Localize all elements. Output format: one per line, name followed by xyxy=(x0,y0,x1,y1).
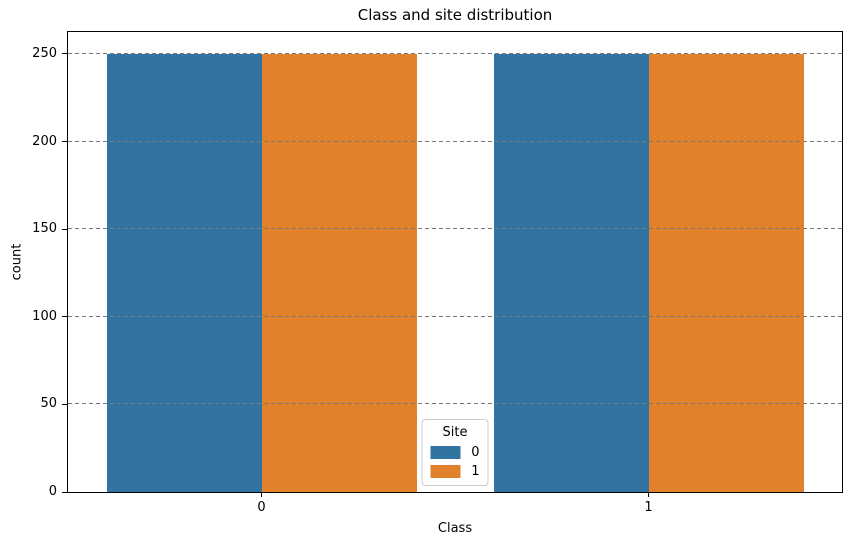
chart-title: Class and site distribution xyxy=(357,6,553,24)
bar-class1-site1 xyxy=(648,53,804,492)
legend-label-site-0: 0 xyxy=(471,445,480,460)
x-tick-label-0: 0 xyxy=(257,500,266,515)
y-tick-label-100: 100 xyxy=(32,308,57,324)
y-tick-label-50: 50 xyxy=(40,396,57,412)
legend-entry-site-1: 1 xyxy=(430,464,480,479)
x-axis-label: Class xyxy=(437,521,473,536)
legend-swatch-site-1 xyxy=(430,465,461,478)
y-tick-mark-100 xyxy=(62,316,67,318)
y-tick-mark-200 xyxy=(62,141,67,143)
bar-class0-site1 xyxy=(261,53,417,492)
gridline-y-250 xyxy=(68,52,842,54)
y-tick-mark-0 xyxy=(62,491,67,493)
bar-class1-site0 xyxy=(493,53,649,492)
y-tick-mark-50 xyxy=(62,403,67,405)
legend-title: Site xyxy=(442,425,468,440)
y-tick-label-250: 250 xyxy=(32,45,57,61)
gridline-y-200 xyxy=(68,140,842,142)
bar-class0-site0 xyxy=(106,53,262,492)
y-tick-mark-150 xyxy=(62,228,67,230)
legend-entry-site-0: 0 xyxy=(430,445,480,460)
gridline-y-100 xyxy=(68,315,842,317)
gridline-y-50 xyxy=(68,403,842,405)
gridline-y-150 xyxy=(68,228,842,230)
y-tick-label-150: 150 xyxy=(32,221,57,237)
legend-swatch-site-0 xyxy=(430,446,461,459)
y-axis-label: count xyxy=(9,243,25,281)
y-tick-mark-250 xyxy=(62,53,67,55)
legend-label-site-1: 1 xyxy=(471,464,480,479)
x-tick-mark-1 xyxy=(648,493,649,497)
x-tick-label-1: 1 xyxy=(644,500,653,515)
y-tick-label-0: 0 xyxy=(48,484,57,499)
y-tick-label-200: 200 xyxy=(32,133,57,149)
x-tick-mark-0 xyxy=(261,493,262,497)
